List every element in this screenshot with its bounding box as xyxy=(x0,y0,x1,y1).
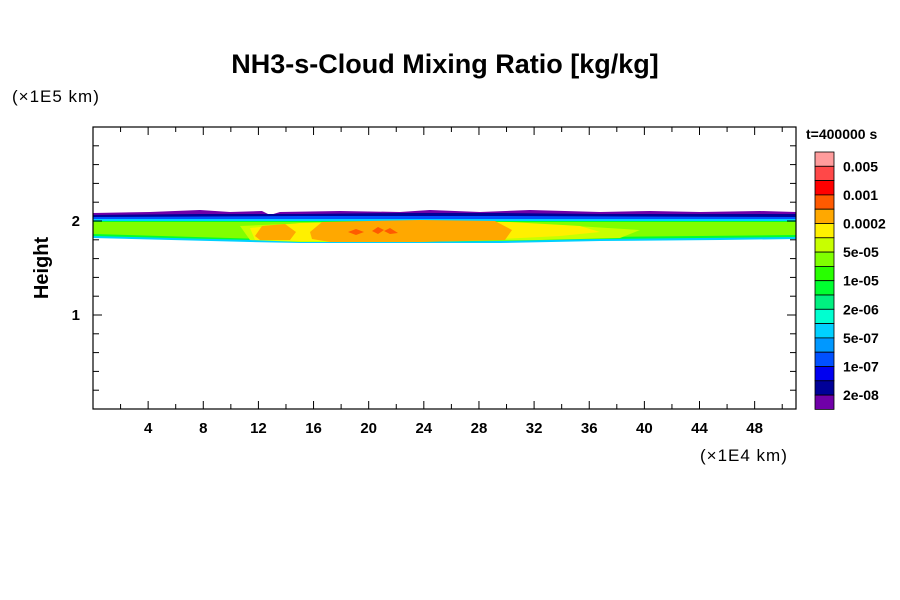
x-tick-label: 20 xyxy=(360,420,377,437)
colorbar-swatch xyxy=(814,337,835,353)
y-tick-label: 2 xyxy=(72,213,80,230)
colorbar-swatch xyxy=(814,165,835,182)
colorbar-swatch xyxy=(814,308,835,324)
contour-0.001 xyxy=(384,228,398,234)
colorbar-label: 5e-07 xyxy=(843,330,879,346)
colorbar-swatch xyxy=(814,351,835,367)
colorbar-label: 2e-08 xyxy=(843,387,879,403)
colorbar-label: 2e-06 xyxy=(843,301,879,317)
colorbar-swatch xyxy=(814,323,835,339)
y-tick-label: 1 xyxy=(72,307,80,324)
x-tick-label: 8 xyxy=(199,420,207,437)
colorbar-swatch xyxy=(814,265,835,282)
contour-0.001 xyxy=(348,229,364,235)
colorbar-label: 0.0002 xyxy=(843,216,886,232)
colorbar-swatch xyxy=(814,251,835,267)
x-tick-label: 16 xyxy=(305,420,322,437)
y-axis-label: Height xyxy=(31,237,53,300)
colorbar-swatch xyxy=(814,194,835,210)
colorbar-swatch xyxy=(814,237,835,253)
colorbar-swatch xyxy=(814,223,835,239)
x-tick-label: 44 xyxy=(691,420,708,437)
contour-0.0002 xyxy=(310,220,512,242)
y-unit-label: (×1E5 km) xyxy=(12,87,100,106)
contour-0.0002 xyxy=(255,224,296,240)
x-tick-label: 4 xyxy=(144,420,153,437)
x-tick-label: 40 xyxy=(636,420,653,437)
colorbar-swatch xyxy=(814,208,835,224)
colorbar-label: 5e-05 xyxy=(843,244,879,260)
x-tick-label: 36 xyxy=(581,420,598,437)
x-unit-label: (×1E4 km) xyxy=(700,446,788,465)
colorbar-swatch xyxy=(814,180,835,196)
colorbar-swatch xyxy=(814,294,835,310)
x-tick-label: 24 xyxy=(415,420,432,437)
colorbar-label: 1e-05 xyxy=(843,273,879,289)
plot-frame xyxy=(92,126,797,410)
time-label: t=400000 s xyxy=(806,126,877,142)
x-tick-label: 32 xyxy=(526,420,543,437)
colorbar-swatch xyxy=(814,366,835,382)
colorbar-swatch xyxy=(814,280,835,296)
colorbar-label: 0.001 xyxy=(843,187,878,203)
x-tick-label: 48 xyxy=(746,420,763,437)
contour-field xyxy=(93,210,796,243)
colorbar-swatch xyxy=(814,394,835,410)
colorbar-label: 1e-07 xyxy=(843,359,879,375)
contour-0.001 xyxy=(372,227,384,234)
x-tick-label: 12 xyxy=(250,420,267,437)
colorbar: 0.005 0.001 0.0002 5e-05 1e-05 2e-06 5e-07 1e-0… xyxy=(814,151,886,410)
x-tick-label: 28 xyxy=(471,420,488,437)
colorbar-swatch xyxy=(814,380,835,396)
chart-title: NH3-s-Cloud Mixing Ratio [kg/kg] xyxy=(231,49,659,79)
colorbar-label: 0.005 xyxy=(843,158,878,174)
colorbar-swatch xyxy=(814,151,835,167)
